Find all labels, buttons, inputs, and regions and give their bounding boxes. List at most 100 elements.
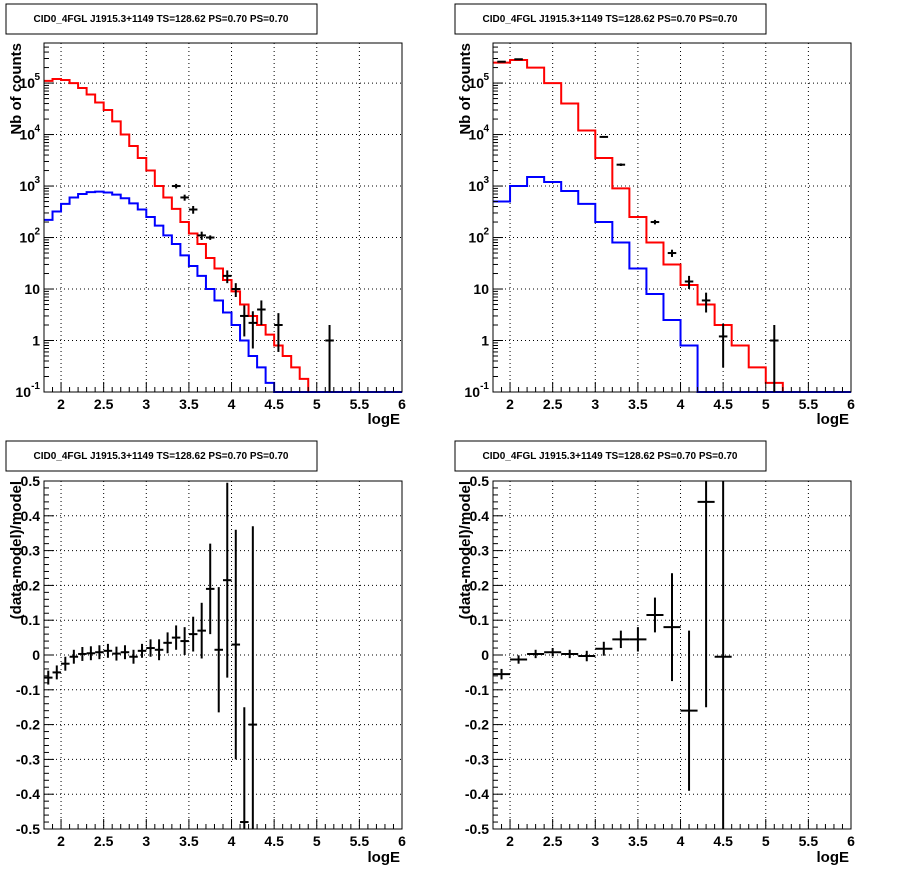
plot-title: CID0_4FGL J1915.3+1149 TS=128.62 PS=0.70…	[33, 451, 288, 462]
y-ticks: -0.5 -0.4 -0.3 -0.2 -0.1 0 0.1 0.2 0.3 0.4 0.5	[465, 473, 503, 837]
x-ticks: 2 2.5 3 3.5 4 4.5 5 5.5 6	[43, 382, 406, 412]
x-tick-label: 5	[313, 833, 321, 849]
data-point	[188, 205, 198, 214]
x-axis-label: logE	[817, 849, 850, 866]
data-point	[137, 643, 147, 658]
data-point	[129, 649, 138, 664]
data-point	[667, 249, 677, 257]
y-tick-exponent: 5	[34, 72, 40, 83]
panel-counts-right: CID0_4FGL J1915.3+1149 TS=128.62 PS=0.70…	[454, 3, 855, 428]
y-axis-label: (data-model)/model	[457, 481, 474, 619]
x-ticks: 2 2.5 3 3.5 4 4.5 5 5.5 6	[43, 819, 406, 849]
data-point	[44, 670, 53, 685]
title-box	[5, 3, 318, 35]
title-box	[5, 440, 318, 472]
x-tick-label: 3	[142, 833, 150, 849]
model-total-histogram	[44, 77, 402, 393]
y-tick-label: 0	[481, 647, 489, 663]
y-tick-exponent: 2	[483, 227, 489, 238]
y-tick-label: 10	[19, 230, 35, 246]
data-point	[325, 325, 334, 392]
y-tick-label: 10	[468, 127, 484, 143]
y-tick-label: 10	[468, 230, 484, 246]
x-axis-label: logE	[368, 411, 401, 428]
data-point	[171, 183, 181, 189]
x-tick-label: 2.5	[94, 396, 114, 412]
data-point	[248, 311, 258, 349]
data-point	[650, 219, 660, 225]
y-tick-label: 10	[19, 178, 35, 194]
data-point	[231, 529, 241, 760]
data-point	[112, 646, 121, 661]
residual-points	[44, 482, 258, 829]
data-point	[78, 646, 87, 661]
data-point	[595, 641, 613, 656]
data-point	[629, 627, 647, 652]
y-axis-label: Nb of counts	[8, 43, 25, 135]
data-point	[86, 646, 96, 661]
data-point	[257, 300, 266, 326]
x-tick-label: 5.5	[350, 833, 370, 849]
x-tick-label: 3	[591, 833, 599, 849]
data-points	[497, 58, 779, 392]
x-tick-label: 5.5	[799, 396, 819, 412]
data-point	[578, 650, 596, 662]
data-point	[240, 707, 249, 829]
data-point	[684, 275, 694, 290]
y-tick-label: 0.2	[470, 577, 490, 593]
data-point	[663, 573, 681, 682]
y-tick-exponent: 5	[483, 72, 489, 83]
x-tick-label: 4	[228, 833, 236, 849]
residual-points	[493, 481, 732, 829]
y-tick-label: 0.5	[470, 473, 490, 489]
title-box	[454, 3, 767, 35]
data-point	[197, 602, 206, 659]
y-tick-exponent: 3	[483, 175, 489, 186]
y-tick-label: -0.5	[465, 821, 489, 837]
data-point	[697, 481, 715, 708]
y-ticks: -0.5 -0.4 -0.3 -0.2 -0.1 0 0.1 0.2 0.3 0.4 0.5	[16, 473, 54, 837]
y-tick-label: 0.3	[470, 543, 490, 559]
x-tick-label: 2	[57, 396, 65, 412]
data-point	[544, 648, 562, 657]
x-ticks: 2 2.5 3 3.5 4 4.5 5 5.5 6	[492, 382, 855, 412]
x-tick-label: 3	[591, 396, 599, 412]
data-point	[103, 643, 113, 658]
y-tick-label: -0.4	[16, 786, 40, 802]
x-tick-label: 6	[398, 396, 406, 412]
x-tick-label: 4.5	[713, 396, 733, 412]
data-point	[616, 163, 626, 167]
data-point	[69, 649, 79, 664]
y-tick-label: 0	[32, 647, 40, 663]
x-tick-label: 5.5	[799, 833, 819, 849]
panel-residuals-right: CID0_4FGL J1915.3+1149 TS=128.62 PS=0.70…	[454, 440, 855, 866]
data-point	[497, 60, 506, 63]
y-tick-label: 10	[468, 178, 484, 194]
x-axis-label: logE	[817, 411, 850, 428]
data-point	[171, 625, 181, 650]
plot-title: CID0_4FGL J1915.3+1149 TS=128.62 PS=0.70…	[482, 451, 737, 462]
panel-counts-left: CID0_4FGL J1915.3+1149 TS=128.62 PS=0.70…	[5, 3, 406, 428]
data-point	[231, 283, 241, 297]
data-point	[493, 668, 511, 680]
x-tick-label: 2	[57, 833, 65, 849]
y-tick-label: -0.3	[16, 751, 40, 767]
data-point	[197, 231, 206, 240]
data-point	[718, 323, 728, 368]
data-point	[95, 645, 104, 660]
y-tick-exponent: 2	[34, 227, 40, 238]
histogram-line	[44, 77, 402, 393]
y-tick-label: -0.3	[465, 751, 489, 767]
data-point	[701, 292, 711, 313]
x-tick-label: 3.5	[179, 833, 199, 849]
plot-title: CID0_4FGL J1915.3+1149 TS=128.62 PS=0.70…	[482, 14, 737, 25]
y-tick-label: -0.1	[465, 682, 489, 698]
y-tick-label: -0.2	[465, 717, 489, 733]
x-tick-label: 4.5	[713, 833, 733, 849]
data-point	[274, 313, 283, 352]
x-tick-label: 4.5	[264, 833, 284, 849]
y-tick-label: 0.1	[21, 612, 41, 628]
data-point	[146, 639, 155, 657]
histogram-line	[493, 59, 851, 393]
